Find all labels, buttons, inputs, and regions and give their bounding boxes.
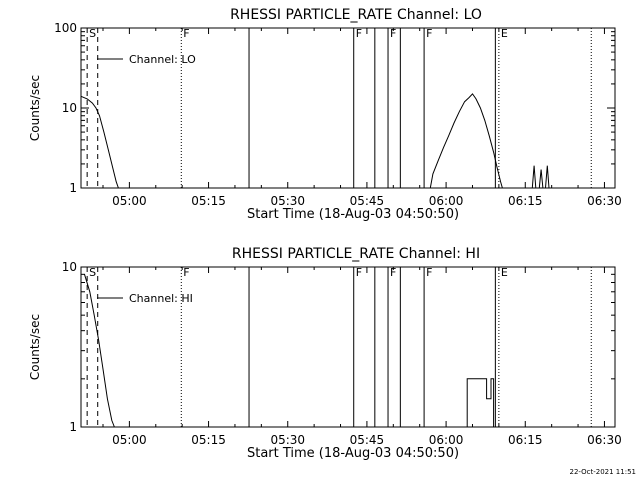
chart-title: RHESSI PARTICLE_RATE Channel: LO: [230, 7, 482, 23]
series-line: [84, 274, 115, 428]
x-tick-label: 05:15: [191, 194, 226, 208]
x-tick-label: 05:00: [112, 194, 147, 208]
series-line: [538, 169, 544, 189]
x-axis-label: Start Time (18-Aug-03 04:50:50): [247, 446, 459, 461]
x-tick-label: 06:00: [429, 433, 464, 447]
series-line: [80, 95, 119, 189]
chart-title: RHESSI PARTICLE_RATE Channel: HI: [232, 246, 480, 262]
event-marker-label: F: [426, 266, 432, 279]
event-marker-label: S: [89, 266, 96, 279]
y-tick-label: 100: [54, 21, 77, 35]
series-line: [531, 165, 537, 189]
y-axis-label: Counts/sec: [28, 314, 42, 380]
event-marker-label: F: [356, 266, 362, 279]
x-tick-label: 05:45: [350, 433, 385, 447]
y-axis-label: Counts/sec: [28, 75, 42, 141]
event-marker-label: F: [390, 266, 396, 279]
x-tick-label: 05:30: [270, 194, 305, 208]
series-line: [545, 165, 550, 189]
event-marker-label: F: [426, 27, 432, 40]
timestamp-label: 22-Oct-2021 11:51: [570, 468, 636, 476]
y-tick-label: 1: [69, 181, 77, 195]
y-tick-label: 10: [62, 260, 77, 274]
legend-label: Channel: HI: [129, 292, 193, 305]
y-tick-label: 1: [69, 420, 77, 434]
series-line: [466, 378, 495, 427]
y-tick-label: 10: [62, 101, 77, 115]
plot-frame: [80, 266, 616, 428]
x-axis-label: Start Time (18-Aug-03 04:50:50): [247, 207, 459, 222]
event-marker-label: S: [89, 27, 96, 40]
legend-label: Channel: LO: [129, 53, 196, 66]
x-tick-label: 05:30: [270, 433, 305, 447]
x-tick-label: 05:45: [350, 194, 385, 208]
event-marker-label: F: [183, 27, 189, 40]
x-tick-label: 06:30: [587, 194, 622, 208]
event-marker-label: F: [390, 27, 396, 40]
x-tick-label: 06:15: [508, 194, 543, 208]
event-marker-label: F: [183, 266, 189, 279]
x-tick-label: 06:30: [587, 433, 622, 447]
chart-panel-2: RHESSI PARTICLE_RATE Channel: HI 05:00 05:…: [28, 246, 622, 461]
event-marker-label: E: [501, 27, 508, 40]
chart-panel-1: RHESSI PARTICLE_RATE Channel: LO 05:00 05:…: [28, 7, 622, 222]
x-tick-label: 05:15: [191, 433, 226, 447]
plot-frame: [80, 27, 616, 189]
x-tick-label: 06:00: [429, 194, 464, 208]
event-marker-label: E: [501, 266, 508, 279]
x-tick-label: 06:15: [508, 433, 543, 447]
series-line: [429, 93, 503, 189]
x-tick-label: 05:00: [112, 433, 147, 447]
event-marker-label: F: [356, 27, 362, 40]
